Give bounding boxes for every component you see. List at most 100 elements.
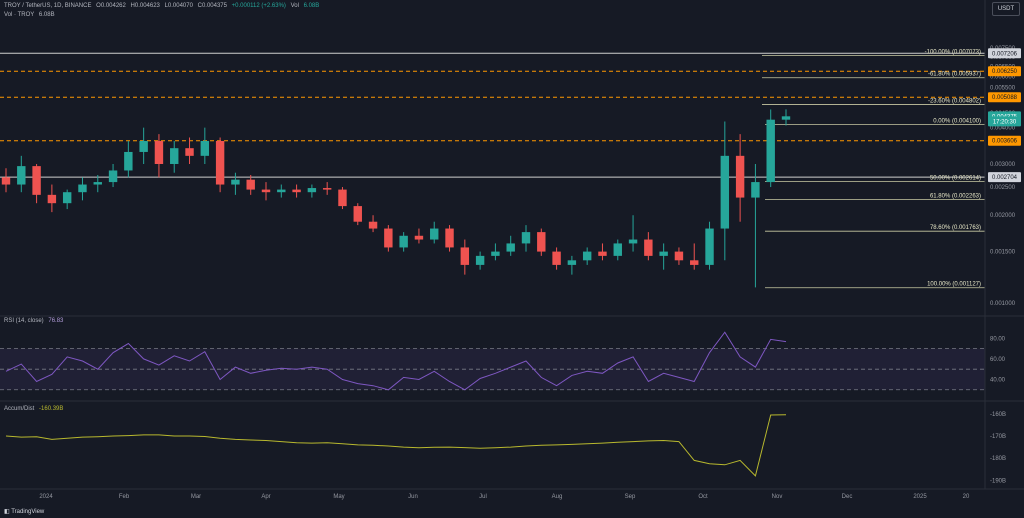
rsi-line (5, 331, 787, 391)
candle (460, 247, 470, 265)
candle (720, 155, 730, 229)
fib-extension-label: -100.00% (0.007073) (925, 50, 981, 56)
candle (215, 140, 225, 185)
candle (17, 166, 26, 185)
candle (108, 170, 118, 183)
y-tick-label: 0.003000 (990, 162, 1016, 168)
candle (32, 166, 41, 195)
y-tick-label: 0.002500 (990, 185, 1016, 191)
candle (705, 228, 714, 265)
candle (445, 228, 454, 248)
fib-retracement-label: 78.60% (0.001763) (930, 225, 981, 231)
accum-tick-label: -160B (990, 412, 1006, 418)
price-marker-tag (988, 116, 1021, 127)
x-tick-label: 2024 (39, 494, 53, 500)
tradingview-logo[interactable]: ◧ TradingView (4, 508, 44, 515)
candle (674, 251, 684, 261)
candle (353, 206, 362, 222)
volume-row-label[interactable]: Vol · TROY (4, 12, 35, 18)
price-marker-label: 0.003606 (992, 139, 1018, 145)
x-tick-label: Jul (479, 494, 487, 500)
candle (307, 188, 317, 193)
tradingview-logo-icon: ◧ (4, 509, 10, 515)
x-tick-label: 2025 (913, 494, 927, 500)
price-marker-tag (988, 135, 1021, 146)
rsi-value: 76.83 (48, 318, 64, 324)
candle (78, 184, 87, 193)
time-axis[interactable]: 2024 Feb Mar Apr May Jun Jul Aug Sep Oct Nov Dec 202… (0, 0, 1024, 500)
candle (338, 189, 347, 207)
candle (124, 151, 133, 171)
rsi-tick-label: 60.00 (990, 357, 1006, 363)
candle (690, 260, 699, 265)
candle (781, 116, 791, 120)
candle (430, 228, 439, 240)
close-value: C0.004375 (197, 3, 227, 9)
price-marker-tag (988, 66, 1021, 77)
x-tick-label: Sep (625, 494, 636, 500)
price-marker-label: 0.002704 (992, 175, 1018, 181)
candle (368, 221, 378, 229)
y-tick-label: 0.005500 (990, 85, 1016, 91)
candle (414, 235, 424, 240)
accum-tick-label: -180B (990, 456, 1006, 462)
accum-tick-label: -170B (990, 434, 1006, 440)
x-tick-label: Mar (191, 494, 201, 500)
volume-value: 6.08B (303, 3, 320, 9)
candle (246, 179, 255, 190)
candle (582, 251, 592, 261)
fib-retracement-label: 50.00% (0.002614) (930, 175, 981, 181)
x-tick-label: Feb (119, 494, 130, 500)
change-value: +0.000112 (+2.63%) (231, 3, 286, 9)
x-tick-label: Nov (772, 494, 783, 500)
volume-row: Vol · TROY 6.08B (4, 12, 58, 18)
candle (659, 251, 668, 256)
volume-label: Vol (290, 3, 299, 9)
symbol-title[interactable]: TROY / TetherUS, 1D, BINANCE (4, 3, 92, 9)
candle (1, 177, 11, 185)
fib-extension-label: -23.60% (0.004802) (928, 99, 981, 105)
candle (231, 179, 240, 185)
fib-retracement-label: 0.00% (0.004100) (933, 119, 981, 125)
x-tick-label: Apr (261, 494, 270, 500)
candle (200, 140, 210, 156)
rsi-label[interactable]: RSI (14, close) (4, 318, 44, 324)
candle (261, 189, 271, 193)
candle (567, 260, 577, 265)
x-tick-label: Jun (408, 494, 418, 500)
price-marker-tag (988, 92, 1021, 103)
currency-button[interactable]: USDT (992, 2, 1020, 16)
price-marker-label: 0.005088 (992, 95, 1018, 101)
rsi-pane[interactable]: 80.00 60.00 40.00 (0, 315, 1024, 391)
x-tick-label: May (333, 494, 344, 500)
candle (277, 189, 286, 193)
fib-retracement-label: 100.00% (0.001127) (927, 282, 981, 288)
fib-retracement-label: 61.80% (0.002263) (930, 194, 981, 200)
price-marker-label: 0.007206 (992, 51, 1018, 57)
candle (154, 140, 164, 164)
price-marker-tag (988, 48, 1021, 59)
candle (139, 140, 148, 152)
accum-header: Accum/Dist -160.39B (4, 406, 66, 412)
candle (613, 243, 622, 256)
candle (491, 251, 500, 256)
candle (735, 155, 745, 198)
candle (399, 235, 408, 248)
rsi-header: RSI (14, close) 76.83 (4, 318, 66, 324)
y-tick-label: 0.002000 (990, 213, 1016, 219)
candle (552, 251, 561, 265)
accum-line (5, 414, 787, 477)
y-tick-label: 0.004000 (990, 126, 1016, 132)
accum-tick-label: -190B (990, 478, 1006, 484)
price-marker-tag (988, 172, 1021, 183)
candle (475, 255, 485, 265)
accum-label[interactable]: Accum/Dist (4, 406, 35, 412)
accum-pane[interactable]: -160B -170B -180B -190B (0, 400, 1024, 484)
volume-row-value: 6.08B (38, 12, 55, 18)
x-tick-label: Dec (842, 494, 853, 500)
candle (292, 189, 301, 193)
price-pane[interactable]: 0.0075000.0070000.0065000.0060000.005500… (0, 46, 1021, 307)
y-tick-label: 0.001500 (990, 250, 1016, 256)
